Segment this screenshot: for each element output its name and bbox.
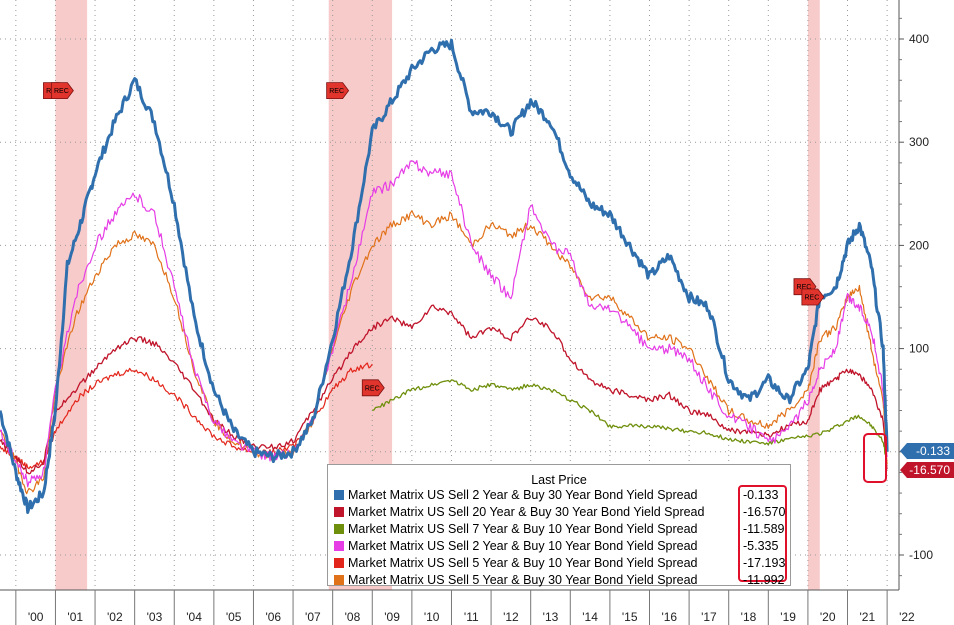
series-line <box>0 160 888 488</box>
legend-swatch <box>334 524 344 534</box>
series-line <box>0 210 888 495</box>
x-axis: '00 '01 '02 '03 '04 '05 '06 '07 '08 '09 '10 '11 '12 '… <box>15 590 915 625</box>
last-value-tag: -0.133 <box>900 443 954 459</box>
series-line <box>372 379 888 465</box>
legend-swatch <box>334 575 344 585</box>
last-value-tag-label: -0.133 <box>916 444 950 458</box>
rec-badge: REC <box>50 82 74 99</box>
x-tick-label: '18 <box>741 610 757 624</box>
x-tick-label: '13 <box>543 610 559 624</box>
legend-last-value: -17.193 <box>743 556 786 570</box>
legend-label: Market Matrix US Sell 5 Year & Buy 10 Ye… <box>348 556 698 570</box>
x-tick-label: '05 <box>226 610 242 624</box>
rec-badge-shape <box>801 288 825 306</box>
x-tick-label: '19 <box>780 610 796 624</box>
legend-last-value: -11.589 <box>743 522 785 536</box>
legend-label: Market Matrix US Sell 7 Year & Buy 10 Ye… <box>348 522 698 536</box>
legend-last-value: -11.992 <box>743 573 785 587</box>
x-tick-label: '20 <box>820 610 836 624</box>
x-tick-label: '02 <box>107 610 123 624</box>
x-tick-label: '21 <box>859 610 875 624</box>
rec-badge: REC <box>326 82 350 99</box>
x-tick-label: '16 <box>661 610 677 624</box>
y-tick-label: 200 <box>909 238 929 252</box>
legend-swatch <box>334 507 344 517</box>
x-tick-label: '10 <box>424 610 440 624</box>
y-tick-label: 100 <box>909 342 929 356</box>
rec-badge-label: REC <box>797 284 812 291</box>
series-line <box>0 304 888 475</box>
x-tick-label: '22 <box>899 610 915 624</box>
rec-badge-label: REC <box>329 88 344 95</box>
legend-last-value: -0.133 <box>743 488 779 502</box>
last-value-tags: -0.133 -16.570 <box>900 443 954 478</box>
rec-badge-shape <box>361 379 385 397</box>
recession-badges: RECRECRECRECRECREC <box>43 82 825 397</box>
x-tick-label: '04 <box>186 610 202 624</box>
last-value-tag: -16.570 <box>900 462 954 478</box>
rec-badge: REC <box>361 379 385 397</box>
rec-badge-shape <box>326 82 350 99</box>
legend-entry: Market Matrix US Sell 5 Year & Buy 30 Ye… <box>334 572 698 589</box>
x-tick-label: '09 <box>384 610 400 624</box>
rec-badge: REC <box>801 288 825 306</box>
series-lines <box>0 38 889 514</box>
y-tick-label: -100 <box>909 548 933 562</box>
last-value-tag-shape <box>900 462 954 478</box>
legend-swatch <box>334 541 344 551</box>
series-line <box>0 38 889 514</box>
last-value-tag-label: -16.570 <box>909 463 950 477</box>
rec-badge-label: REC <box>804 295 819 302</box>
x-tick-label: '15 <box>622 610 638 624</box>
legend-label: Market Matrix US Sell 5 Year & Buy 30 Ye… <box>348 573 698 587</box>
legend-last-values-box: -0.133 -16.570 -11.589 -5.335 -17.193 -1… <box>738 485 787 587</box>
x-tick-label: '08 <box>345 610 361 624</box>
x-tick-label: '12 <box>503 610 519 624</box>
rec-badge-shape <box>50 82 74 99</box>
legend-swatch <box>334 490 344 500</box>
x-tick-label: '17 <box>701 610 717 624</box>
x-tick-label: '01 <box>67 610 83 624</box>
x-tick-label: '07 <box>305 610 321 624</box>
legend-swatch <box>334 558 344 568</box>
legend-entry: Market Matrix US Sell 7 Year & Buy 10 Ye… <box>334 521 698 538</box>
x-tick-label: '06 <box>265 610 281 624</box>
chart-legend: Last Price Market Matrix US Sell 2 Year … <box>327 464 791 589</box>
legend-label: Market Matrix US Sell 2 Year & Buy 30 Ye… <box>348 488 698 502</box>
last-value-tag-shape <box>900 443 954 459</box>
legend-label: Market Matrix US Sell 20 Year & Buy 30 Y… <box>348 505 705 519</box>
x-tick-label: '14 <box>582 610 598 624</box>
last-value-highlight-box <box>863 433 887 483</box>
y-axis: 400 300 200 100 -100 <box>899 17 933 577</box>
x-tick-label: '03 <box>147 610 163 624</box>
legend-entry: Market Matrix US Sell 2 Year & Buy 30 Ye… <box>334 487 698 504</box>
rec-badge-label: REC <box>54 88 69 95</box>
x-tick-label: '00 <box>28 610 44 624</box>
legend-title: Last Price <box>531 473 587 487</box>
legend-entry: Market Matrix US Sell 5 Year & Buy 10 Ye… <box>334 555 698 572</box>
y-tick-label: 400 <box>909 32 929 46</box>
y-tick-label: 300 <box>909 135 929 149</box>
legend-last-value: -16.570 <box>743 505 786 519</box>
rec-badge-label: REC <box>365 385 380 392</box>
legend-last-value: -5.335 <box>743 539 779 553</box>
legend-label: Market Matrix US Sell 2 Year & Buy 10 Ye… <box>348 539 698 553</box>
legend-entry: Market Matrix US Sell 2 Year & Buy 10 Ye… <box>334 538 698 555</box>
x-tick-label: '11 <box>464 610 479 624</box>
legend-entry: Market Matrix US Sell 20 Year & Buy 30 Y… <box>334 504 704 521</box>
